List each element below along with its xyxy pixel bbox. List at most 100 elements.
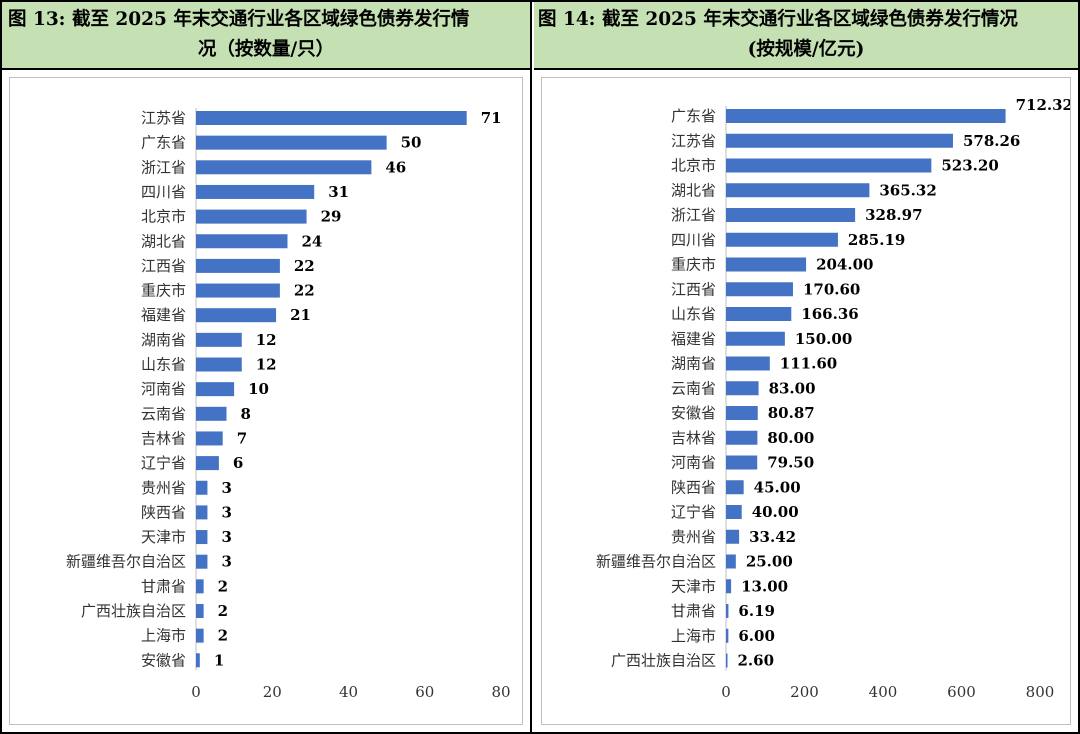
value-label: 328.97 <box>865 206 922 224</box>
right-header: 图 14: 截至 2025 年末交通行业各区域绿色债券发行情况 (按规模/亿元) <box>534 2 1078 70</box>
value-label: 2 <box>218 602 228 620</box>
value-label: 7 <box>237 429 247 447</box>
category-label: 湖南省 <box>671 355 716 373</box>
value-label: 10 <box>248 380 269 398</box>
category-label: 贵州省 <box>671 528 716 546</box>
bar <box>196 308 277 323</box>
category-label: 四川省 <box>671 231 716 249</box>
category-label: 甘肃省 <box>141 577 186 595</box>
bar <box>196 332 242 347</box>
right-title-line2: (按规模/亿元) <box>747 39 865 60</box>
value-label: 170.60 <box>803 280 860 298</box>
bar <box>196 554 208 569</box>
value-label: 46 <box>385 158 406 176</box>
category-label: 上海市 <box>141 627 186 645</box>
value-label: 3 <box>221 553 231 571</box>
category-label: 重庆市 <box>141 282 186 300</box>
category-label: 云南省 <box>141 405 186 423</box>
value-label: 204.00 <box>816 256 873 274</box>
bar <box>726 257 807 272</box>
bar <box>726 356 770 371</box>
value-label: 50 <box>401 134 422 152</box>
category-label: 辽宁省 <box>671 503 716 521</box>
bar <box>196 604 204 618</box>
x-tick-label: 400 <box>869 683 898 701</box>
value-label: 523.20 <box>941 157 998 175</box>
bar <box>196 382 235 397</box>
category-label: 重庆市 <box>671 256 716 274</box>
bar <box>726 208 856 222</box>
value-label: 2 <box>218 577 228 595</box>
bar <box>196 283 280 298</box>
bar <box>196 530 208 545</box>
value-label: 3 <box>221 503 231 521</box>
value-label: 45.00 <box>754 478 801 496</box>
category-label: 广西壮族自治区 <box>81 602 186 620</box>
value-label: 578.26 <box>963 132 1020 150</box>
value-label: 8 <box>241 405 251 423</box>
category-label: 湖北省 <box>671 181 716 199</box>
value-label: 22 <box>294 257 315 275</box>
x-tick-label: 200 <box>790 683 819 701</box>
category-label: 江西省 <box>671 280 716 298</box>
category-label: 上海市 <box>671 627 716 645</box>
category-label: 新疆维吾尔自治区 <box>66 553 186 571</box>
category-label: 福建省 <box>141 306 186 324</box>
category-label: 北京市 <box>671 157 716 175</box>
value-label: 40.00 <box>752 503 799 521</box>
value-label: 80.00 <box>767 429 814 447</box>
bar <box>726 183 870 198</box>
category-label: 天津市 <box>671 577 716 595</box>
right-title-line1: 图 14: 截至 2025 年末交通行业各区域绿色债券发行情况 <box>538 9 1018 30</box>
bar <box>196 357 242 372</box>
bar <box>196 209 307 224</box>
bar <box>726 282 793 297</box>
category-label: 吉林省 <box>671 429 716 447</box>
value-label: 12 <box>256 331 277 349</box>
bar <box>726 455 758 470</box>
value-label: 83.00 <box>769 379 816 397</box>
bar <box>196 406 227 421</box>
x-tick-label: 600 <box>947 683 976 701</box>
category-label: 河南省 <box>671 454 716 472</box>
category-label: 山东省 <box>671 305 716 323</box>
value-label: 13.00 <box>741 577 788 595</box>
category-label: 浙江省 <box>141 158 186 176</box>
value-label: 2 <box>218 627 228 645</box>
bar <box>196 579 204 594</box>
value-label: 80.87 <box>768 404 815 422</box>
category-label: 四川省 <box>141 183 186 201</box>
bar <box>196 160 372 175</box>
category-label: 福建省 <box>671 330 716 348</box>
bar <box>196 628 204 643</box>
category-label: 甘肃省 <box>671 602 716 620</box>
panel-left: 图 13: 截至 2025 年末交通行业各区域绿色债券发行情 况（按数量/只） … <box>2 2 532 732</box>
value-label: 1 <box>214 651 224 669</box>
category-label: 吉林省 <box>141 429 186 447</box>
bar <box>726 158 932 173</box>
value-label: 111.60 <box>780 355 837 373</box>
category-label: 湖南省 <box>141 331 186 349</box>
value-label: 25.00 <box>746 553 793 571</box>
category-label: 安徽省 <box>671 404 716 422</box>
left-title-line2: 况（按数量/只） <box>197 39 335 60</box>
bar <box>726 381 759 396</box>
category-label: 湖北省 <box>141 232 186 250</box>
bar <box>726 480 744 495</box>
value-label: 3 <box>221 479 231 497</box>
category-label: 安徽省 <box>141 651 186 669</box>
value-label: 6 <box>233 454 243 472</box>
category-label: 广东省 <box>141 134 186 152</box>
bar <box>196 480 208 495</box>
bar <box>196 258 280 273</box>
bar <box>726 430 758 445</box>
x-tick-label: 20 <box>263 683 282 701</box>
value-label: 79.50 <box>767 454 814 472</box>
x-tick-label: 0 <box>721 683 731 701</box>
value-label: 166.36 <box>801 305 858 323</box>
value-label: 712.32 <box>1016 96 1070 114</box>
category-label: 河南省 <box>141 380 186 398</box>
value-label: 285.19 <box>848 231 905 249</box>
right-chart-area: 广东省 712.32 江苏省 578.26 北京市 523.20 湖北省 365.32 浙江省 3… <box>541 77 1071 725</box>
